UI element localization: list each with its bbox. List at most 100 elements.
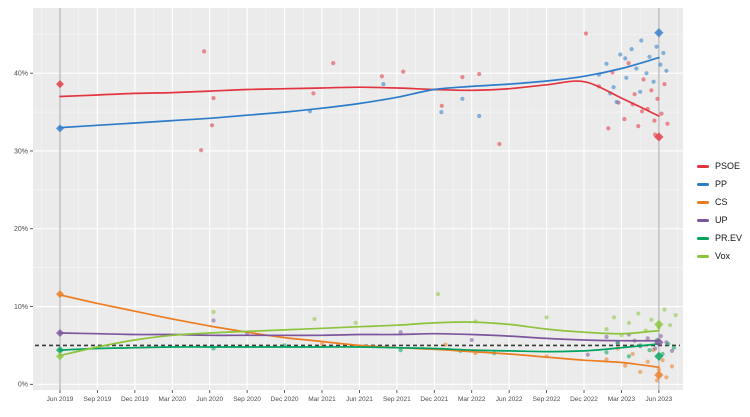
poll-point — [381, 82, 386, 87]
legend-label: UP — [715, 214, 728, 225]
poll-point — [665, 121, 670, 126]
poll-point — [353, 320, 358, 325]
poll-point — [331, 61, 336, 66]
poll-point — [624, 75, 629, 80]
y-tick-label: 30% — [14, 148, 28, 155]
result-start-diamond-up — [56, 328, 64, 337]
result-end-diamond-vox — [654, 319, 664, 330]
poll-point — [673, 313, 678, 318]
result-end-diamond-pp — [654, 28, 664, 38]
x-tick-label: Sep 2021 — [383, 396, 411, 403]
legend-item-up: UP — [697, 211, 742, 229]
poll-point — [647, 348, 652, 353]
poll-point — [544, 315, 549, 320]
poll-point — [623, 363, 628, 368]
poll-point — [656, 367, 662, 372]
poll-point — [647, 54, 652, 59]
poll-point — [660, 358, 665, 363]
legend-swatch-icon — [697, 236, 709, 240]
result-end-diamond-cs — [654, 370, 664, 380]
poll-point — [401, 69, 406, 74]
poll-point — [638, 369, 643, 374]
poll-point — [639, 38, 644, 43]
poll-point — [611, 85, 616, 90]
trend-line-cs — [59, 294, 660, 369]
poll-point — [662, 82, 667, 87]
poll-point — [645, 359, 650, 364]
legend-swatch-icon — [697, 182, 709, 186]
poll-point — [398, 348, 403, 353]
legend-label: Vox — [715, 250, 731, 261]
poll-point — [668, 323, 673, 328]
poll-point — [477, 71, 482, 77]
poll-point — [611, 315, 617, 320]
poll-point — [460, 96, 465, 101]
y-tick-label: 20% — [14, 226, 28, 233]
y-tick-label: 40% — [14, 71, 28, 78]
poll-point — [655, 96, 660, 101]
poll-point — [614, 99, 619, 105]
y-tick-label: 0% — [18, 382, 28, 389]
poll-point — [604, 61, 609, 66]
legend-item-psoe: PSOE — [697, 157, 742, 175]
poll-point — [629, 47, 634, 52]
result-end-diamond-pr-ev — [654, 351, 664, 361]
poll-point — [630, 351, 635, 357]
result-start-diamond-psoe — [56, 80, 64, 89]
poll-point — [626, 320, 632, 325]
result-end-diamond-psoe — [654, 132, 664, 142]
poll-point — [636, 124, 641, 129]
result-start-diamond-pr-ev — [56, 346, 64, 355]
poll-point — [661, 50, 666, 56]
x-tick-label: Dec 2020 — [271, 396, 299, 403]
legend-item-pp: PP — [697, 175, 742, 193]
poll-point — [311, 91, 316, 96]
poll-point — [469, 337, 474, 343]
axes: Jun 2019 Sep 2019 Dec 2019 Mar 2020 Jun 2020… — [14, 71, 673, 403]
legend-item-vox: Vox — [697, 247, 742, 265]
poll-point — [652, 118, 657, 123]
x-tick-label: Dec 2022 — [570, 396, 598, 403]
legend-item-cs: CS — [697, 193, 742, 211]
poll-point — [658, 334, 663, 339]
poll-points-pp — [307, 38, 669, 119]
x-tick-label: Dec 2019 — [121, 396, 149, 403]
poll-point — [634, 66, 639, 71]
poll-point — [638, 89, 643, 94]
legend-item-pr-ev: PR.EV — [697, 229, 742, 247]
result-start-diamond-pp — [56, 124, 64, 133]
poll-point — [641, 77, 646, 82]
poll-point — [211, 96, 216, 101]
poll-point — [398, 330, 403, 335]
poll-point — [645, 336, 650, 341]
trend-line-up — [59, 332, 660, 342]
x-tick-label: Sep 2019 — [84, 396, 112, 403]
poll-point — [623, 56, 628, 61]
poll-point — [211, 309, 216, 315]
poll-point — [209, 123, 215, 128]
legend-label: PSOE — [715, 160, 741, 171]
legend-label: CS — [715, 196, 728, 207]
trend-line-pr-ev — [59, 343, 660, 353]
poll-point — [649, 88, 654, 93]
poll-point — [669, 364, 675, 369]
poll-point — [477, 113, 482, 119]
poll-point — [604, 327, 609, 332]
poll-point — [312, 316, 317, 322]
poll-point — [639, 109, 645, 114]
poll-point — [604, 334, 609, 339]
major-gridlines — [33, 8, 683, 390]
x-tick-label: Jun 2020 — [196, 396, 223, 403]
x-tick-label: Jun 2022 — [496, 396, 523, 403]
result-end-diamond-up — [654, 337, 664, 347]
poll-point — [439, 103, 444, 108]
poll-point — [379, 74, 384, 79]
legend-label: PP — [715, 178, 728, 189]
poll-point — [211, 318, 216, 323]
trend-line-pp — [59, 56, 660, 129]
x-tick-label: Mar 2023 — [608, 396, 636, 403]
poll-point — [664, 375, 669, 380]
poll-point — [632, 92, 637, 97]
